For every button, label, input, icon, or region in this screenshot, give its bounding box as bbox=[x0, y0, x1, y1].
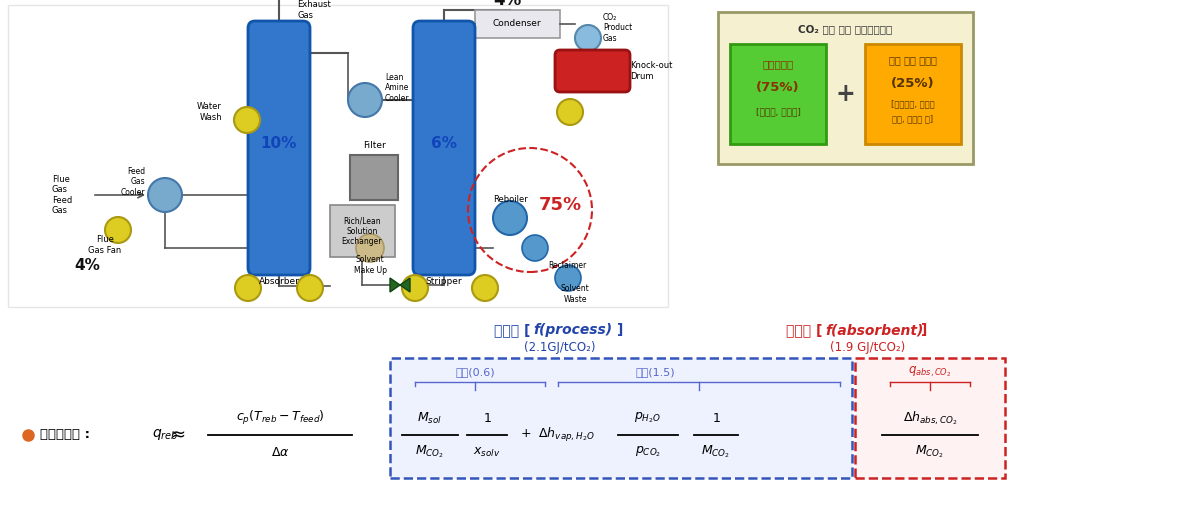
FancyBboxPatch shape bbox=[729, 44, 826, 144]
Text: Stripper: Stripper bbox=[426, 278, 462, 286]
Text: Exhaust
Gas: Exhaust Gas bbox=[298, 1, 331, 20]
Text: (25%): (25%) bbox=[891, 78, 935, 90]
Text: ]: ] bbox=[921, 323, 927, 337]
Text: Absorber: Absorber bbox=[258, 278, 300, 286]
Text: 재생에너지: 재생에너지 bbox=[763, 59, 794, 69]
Text: Reclaimer: Reclaimer bbox=[549, 261, 587, 269]
Circle shape bbox=[298, 275, 322, 301]
Text: +  $\Delta h_{vap,H_2O}$: + $\Delta h_{vap,H_2O}$ bbox=[520, 426, 595, 444]
Circle shape bbox=[105, 217, 131, 243]
Circle shape bbox=[234, 107, 259, 133]
Text: Solvent
Waste: Solvent Waste bbox=[560, 284, 589, 304]
Text: $M_{CO_2}$: $M_{CO_2}$ bbox=[415, 444, 445, 460]
FancyBboxPatch shape bbox=[8, 5, 668, 307]
Text: 10%: 10% bbox=[261, 136, 298, 151]
Text: [액교환기, 펜폭기: [액교환기, 펜폭기 bbox=[891, 100, 935, 108]
FancyBboxPatch shape bbox=[248, 21, 311, 275]
Circle shape bbox=[347, 83, 382, 117]
Text: $1$: $1$ bbox=[483, 412, 491, 425]
Circle shape bbox=[356, 234, 384, 262]
Text: CO₂ 포집 공정 에너지구성비: CO₂ 포집 공정 에너지구성비 bbox=[797, 24, 892, 34]
Text: f(process): f(process) bbox=[533, 323, 612, 337]
Text: Water
Wash: Water Wash bbox=[198, 102, 223, 122]
Text: 팔프, 시료원 등]: 팔프, 시료원 등] bbox=[892, 115, 934, 123]
Text: $c_p(T_{reb}-T_{feed})$: $c_p(T_{reb}-T_{feed})$ bbox=[236, 409, 325, 427]
Text: $q_{reb}$: $q_{reb}$ bbox=[152, 428, 178, 443]
Text: Feed
Gas
Cooler: Feed Gas Cooler bbox=[120, 167, 145, 197]
Text: 잠열(1.5): 잠열(1.5) bbox=[635, 367, 675, 377]
Text: $M_{sol}$: $M_{sol}$ bbox=[418, 411, 443, 426]
Text: 기타 공정 에너지: 기타 공정 에너지 bbox=[889, 55, 937, 65]
Text: Flue
Gas Fan: Flue Gas Fan bbox=[88, 235, 121, 255]
Text: Filter: Filter bbox=[363, 140, 386, 150]
Circle shape bbox=[493, 201, 527, 235]
Text: Reboiler: Reboiler bbox=[493, 195, 527, 205]
Text: $p_{CO_2}$: $p_{CO_2}$ bbox=[635, 445, 662, 460]
FancyBboxPatch shape bbox=[350, 155, 397, 200]
Text: Lean
Amine
Cooler: Lean Amine Cooler bbox=[386, 73, 409, 103]
Text: $\Delta h_{abs,CO_2}$: $\Delta h_{abs,CO_2}$ bbox=[903, 409, 958, 427]
Text: $1$: $1$ bbox=[712, 412, 720, 425]
FancyBboxPatch shape bbox=[413, 21, 475, 275]
Text: $M_{CO_2}$: $M_{CO_2}$ bbox=[915, 444, 945, 460]
Text: ≈: ≈ bbox=[170, 426, 186, 444]
Circle shape bbox=[575, 25, 601, 51]
Text: 현열(0.6): 현열(0.6) bbox=[456, 367, 495, 377]
Text: Condenser: Condenser bbox=[493, 20, 541, 28]
Text: $x_{solv}$: $x_{solv}$ bbox=[474, 446, 501, 458]
Text: (75%): (75%) bbox=[756, 82, 800, 95]
Text: $\Delta\alpha$: $\Delta\alpha$ bbox=[270, 446, 289, 458]
FancyBboxPatch shape bbox=[390, 358, 852, 478]
Text: 6%: 6% bbox=[431, 136, 457, 151]
Text: $p_{H_2O}$: $p_{H_2O}$ bbox=[634, 411, 662, 425]
Text: f(absorbent): f(absorbent) bbox=[825, 323, 923, 337]
Text: 4%: 4% bbox=[74, 258, 100, 272]
FancyBboxPatch shape bbox=[330, 205, 395, 257]
Circle shape bbox=[522, 235, 549, 261]
Text: 75%: 75% bbox=[538, 196, 582, 214]
Circle shape bbox=[472, 275, 497, 301]
FancyBboxPatch shape bbox=[718, 12, 973, 164]
Circle shape bbox=[402, 275, 428, 301]
Text: 반응열 [: 반응열 [ bbox=[785, 323, 822, 337]
Circle shape bbox=[557, 99, 583, 125]
Text: 재생에너지 :: 재생에너지 : bbox=[40, 429, 95, 442]
Circle shape bbox=[234, 275, 261, 301]
FancyBboxPatch shape bbox=[555, 50, 630, 92]
Text: 4%: 4% bbox=[493, 0, 521, 9]
Polygon shape bbox=[390, 278, 411, 292]
FancyBboxPatch shape bbox=[854, 358, 1006, 478]
Circle shape bbox=[555, 265, 581, 291]
Text: $q_{abs,CO_2}$: $q_{abs,CO_2}$ bbox=[908, 365, 952, 379]
Text: ]: ] bbox=[616, 323, 624, 337]
Text: [재유열, 반응열]: [재유열, 반응열] bbox=[756, 107, 801, 117]
Text: Flue
Gas
Feed
Gas: Flue Gas Feed Gas bbox=[52, 175, 73, 215]
Text: +: + bbox=[835, 82, 854, 106]
Text: Knock-out
Drum: Knock-out Drum bbox=[630, 61, 672, 81]
Circle shape bbox=[148, 178, 182, 212]
Text: Rich/Lean
Solution
Exchanger: Rich/Lean Solution Exchanger bbox=[342, 216, 382, 246]
Text: Solvent
Make Up: Solvent Make Up bbox=[353, 255, 387, 274]
Text: (1.9 GJ/tCO₂): (1.9 GJ/tCO₂) bbox=[831, 340, 906, 354]
Text: (2.1GJ/tCO₂): (2.1GJ/tCO₂) bbox=[525, 340, 596, 354]
FancyBboxPatch shape bbox=[475, 10, 560, 38]
FancyBboxPatch shape bbox=[865, 44, 962, 144]
Text: CO₂
Product
Gas: CO₂ Product Gas bbox=[603, 13, 632, 43]
Text: 공정열 [: 공정열 [ bbox=[494, 323, 530, 337]
Text: $M_{CO_2}$: $M_{CO_2}$ bbox=[701, 444, 731, 460]
